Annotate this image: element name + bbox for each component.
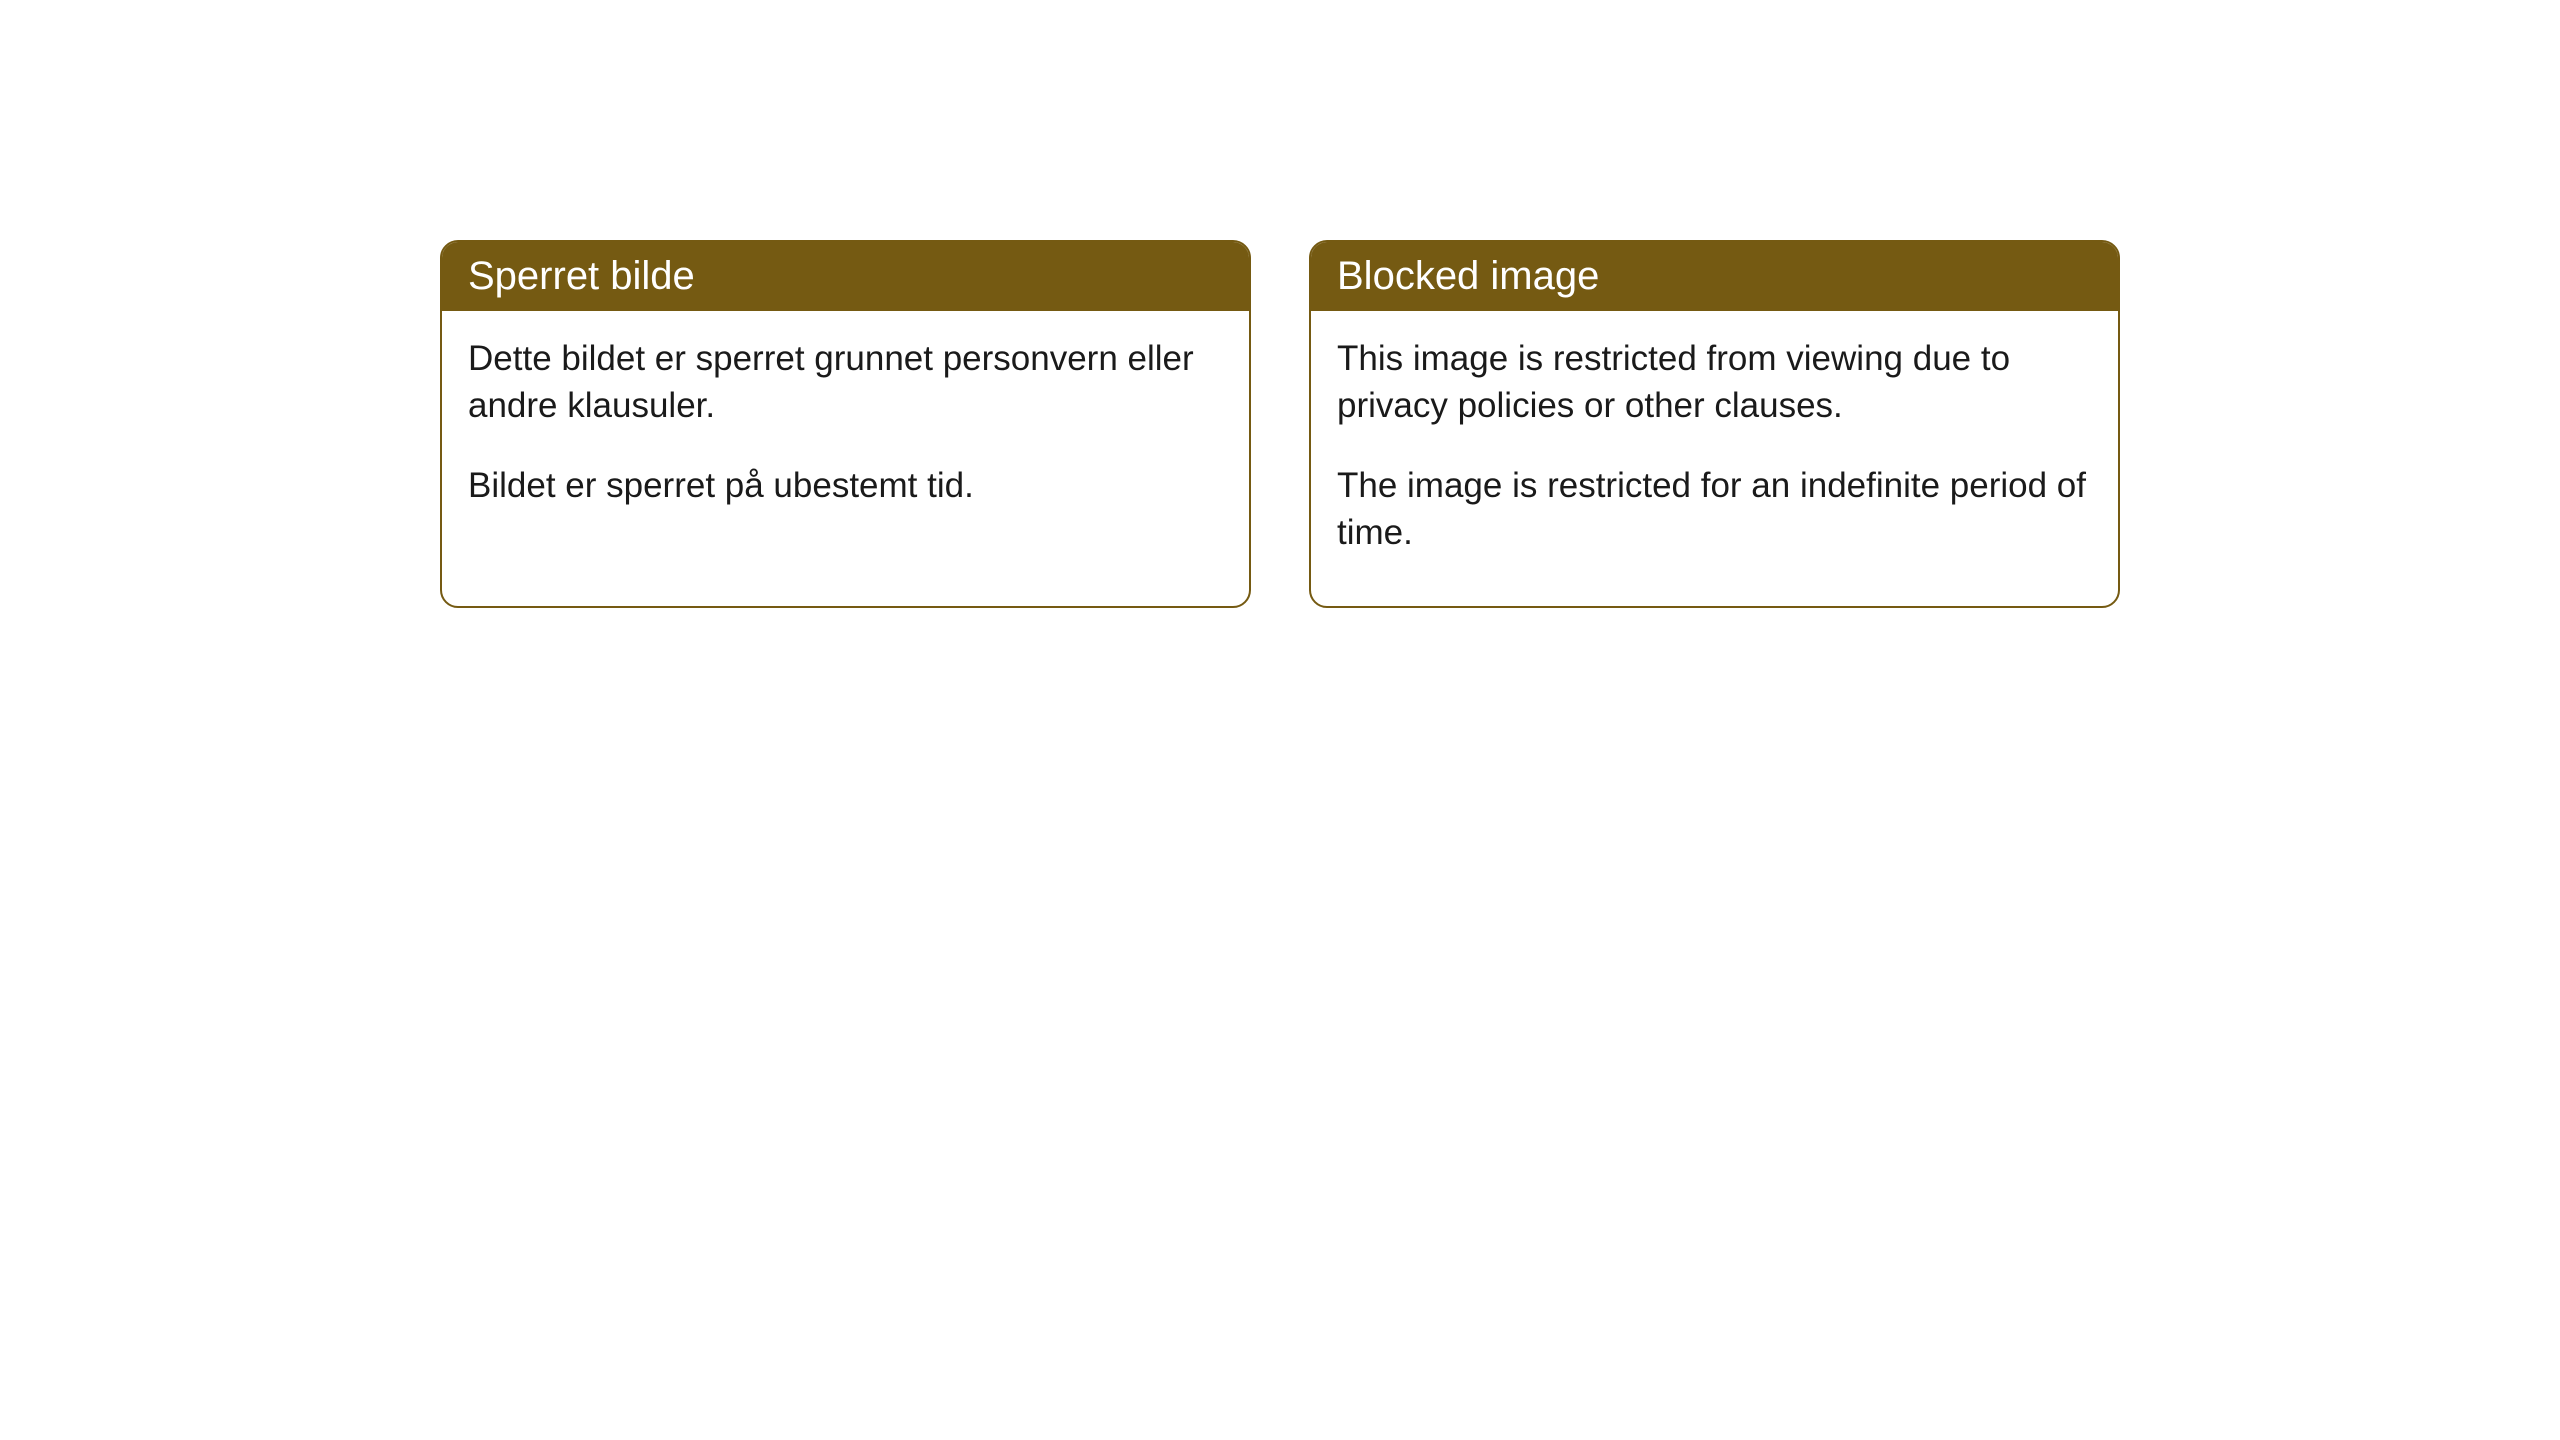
notice-cards-container: Sperret bilde Dette bildet er sperret gr… xyxy=(440,240,2120,608)
blocked-image-card-english: Blocked image This image is restricted f… xyxy=(1309,240,2120,608)
card-header: Blocked image xyxy=(1311,242,2118,311)
card-title: Blocked image xyxy=(1337,254,1599,298)
card-paragraph: Dette bildet er sperret grunnet personve… xyxy=(468,335,1223,430)
card-body: Dette bildet er sperret grunnet personve… xyxy=(442,311,1249,559)
card-title: Sperret bilde xyxy=(468,254,695,298)
card-body: This image is restricted from viewing du… xyxy=(1311,311,2118,606)
card-header: Sperret bilde xyxy=(442,242,1249,311)
card-paragraph: Bildet er sperret på ubestemt tid. xyxy=(468,462,1223,509)
blocked-image-card-norwegian: Sperret bilde Dette bildet er sperret gr… xyxy=(440,240,1251,608)
card-paragraph: This image is restricted from viewing du… xyxy=(1337,335,2092,430)
card-paragraph: The image is restricted for an indefinit… xyxy=(1337,462,2092,557)
